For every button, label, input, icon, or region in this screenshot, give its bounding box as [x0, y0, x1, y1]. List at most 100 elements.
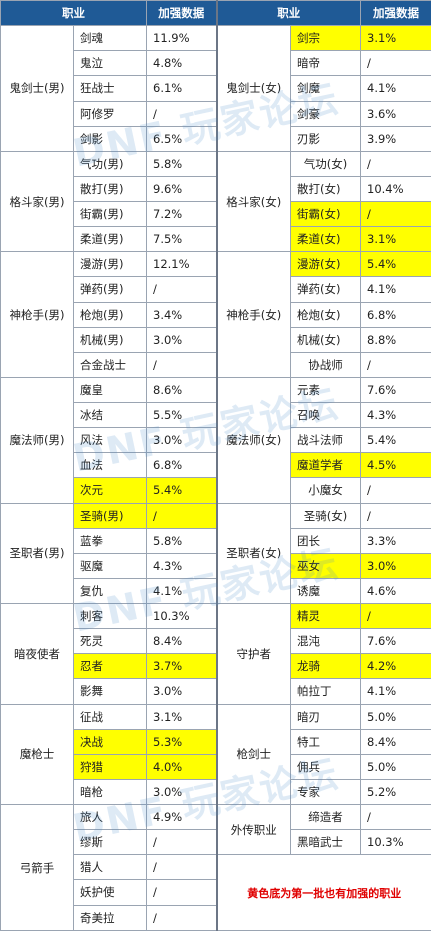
- enhance-value: 3.1%: [360, 25, 431, 52]
- enhance-value: 8.4%: [360, 728, 431, 755]
- job-name: 召唤: [290, 401, 361, 429]
- job-name: 魔皇: [73, 376, 147, 404]
- enhance-value: 4.5%: [360, 452, 431, 479]
- job-name: 复仇: [73, 577, 147, 605]
- job-name: 暗刃: [290, 703, 361, 730]
- job-name: 枪炮(男): [73, 301, 147, 328]
- enhance-value: 5.4%: [146, 477, 217, 504]
- job-name: 影舞: [73, 678, 147, 705]
- enhance-value: 7.2%: [146, 200, 217, 228]
- job-name: 柔道(男): [73, 226, 147, 253]
- job-name: 团长: [290, 527, 361, 554]
- job-name: 街霸(男): [73, 200, 147, 228]
- job-name: 暗枪: [73, 778, 147, 806]
- table-row: 合金战士 / 协战师 /: [1, 351, 431, 378]
- job-name: 合金战士: [73, 351, 147, 378]
- table-row: 机械(男) 3.0% 机械(女) 8.8%: [1, 326, 431, 353]
- enhance-value: 8.8%: [360, 326, 431, 353]
- job-name: 机械(女): [290, 326, 361, 353]
- enhance-value: /: [146, 904, 217, 931]
- job-name: 黑暗武士: [290, 829, 361, 856]
- job-name: 气功(男): [73, 150, 147, 177]
- job-name: 圣骑(女): [290, 502, 361, 529]
- job-class-label: 神枪手(男): [0, 251, 74, 378]
- enhance-value: 8.4%: [146, 628, 217, 655]
- job-name: 狩猎: [73, 753, 147, 780]
- enhance-value: 5.3%: [146, 728, 217, 755]
- job-name: 帕拉丁: [290, 678, 361, 705]
- table-row: 枪炮(男) 3.4% 枪炮(女) 6.8%: [1, 301, 431, 328]
- enhance-value: 12.1%: [146, 251, 217, 278]
- enhance-value: 10.4%: [360, 175, 431, 203]
- enhance-value: 4.1%: [360, 276, 431, 303]
- table-row: 次元 5.4% 小魔女 /: [1, 477, 431, 504]
- job-name: 驱魔: [73, 552, 147, 579]
- table-row: 血法 6.8% 魔道学者 4.5%: [1, 452, 431, 479]
- enhance-value: 6.8%: [146, 452, 217, 479]
- job-name: 猎人: [73, 854, 147, 881]
- enhance-value: 3.1%: [360, 226, 431, 253]
- enhance-value: /: [146, 854, 217, 881]
- job-class-label: 鬼剑士(女): [215, 25, 291, 152]
- job-name: 战斗法师: [290, 427, 361, 454]
- table-row: 狩猎 4.0% 佣兵 5.0%: [1, 753, 431, 780]
- job-class-label: 魔枪士: [0, 703, 74, 805]
- job-name: 柔道(女): [290, 226, 361, 253]
- enhance-value: 4.2%: [360, 653, 431, 680]
- table-row: 魔枪士 征战 3.1% 枪剑士 暗刃 5.0%: [0, 703, 431, 805]
- table-row: 决战 5.3% 特工 8.4%: [1, 728, 431, 755]
- enhance-value: 7.5%: [146, 226, 217, 253]
- job-name: 狂战士: [73, 75, 147, 102]
- job-name: 征战: [73, 703, 147, 730]
- enhance-value: 4.3%: [146, 552, 217, 579]
- job-name: 次元: [73, 477, 147, 504]
- job-name: 特工: [290, 728, 361, 755]
- table-row: 死灵 8.4% 混沌 7.6%: [1, 628, 431, 655]
- enhance-value: 9.6%: [146, 175, 217, 203]
- job-name: 弹药(女): [290, 276, 361, 303]
- table-row: 妖护使 /: [1, 879, 431, 906]
- table-row: 散打(男) 9.6% 散打(女) 10.4%: [1, 175, 431, 203]
- header-job: 职业: [215, 0, 361, 27]
- enhance-value: 5.4%: [360, 251, 431, 278]
- enhance-value: /: [146, 351, 217, 378]
- enhance-value: 3.0%: [146, 678, 217, 705]
- job-name: 漫游(女): [290, 251, 361, 278]
- job-class-label: 圣职者(男): [0, 502, 74, 604]
- job-name: 元素: [290, 376, 361, 404]
- job-name: 妖护使: [73, 879, 147, 906]
- enhance-value: 10.3%: [146, 602, 217, 630]
- table-row: 圣职者(男) 圣骑(男) / 圣职者(女) 圣骑(女) /: [0, 502, 431, 604]
- job-name: 奇美拉: [73, 904, 147, 931]
- header-job: 职业: [0, 0, 147, 27]
- job-name: 散打(男): [73, 175, 147, 203]
- job-name: 魔道学者: [290, 452, 361, 479]
- job-class-label: 枪剑士: [215, 703, 291, 805]
- job-class-label: 守护者: [215, 603, 291, 705]
- job-name: 剑宗: [290, 25, 361, 52]
- enhance-value: 5.0%: [360, 753, 431, 780]
- job-name: 剑豪: [290, 100, 361, 127]
- job-name: 弹药(男): [73, 276, 147, 303]
- enhance-value: 3.0%: [146, 427, 217, 454]
- table-row: 驱魔 4.3% 巫女 3.0%: [1, 552, 431, 579]
- job-name: 专家: [290, 778, 361, 806]
- job-name: 血法: [73, 452, 147, 479]
- enhance-value: 3.7%: [146, 653, 217, 680]
- enhance-value: 4.0%: [146, 753, 217, 780]
- enhance-value: /: [146, 879, 217, 906]
- job-name: 漫游(男): [73, 251, 147, 278]
- enhance-value: 3.4%: [146, 301, 217, 328]
- enhance-value: 5.4%: [360, 427, 431, 454]
- job-class-label: 魔法师(男): [0, 376, 74, 504]
- enhance-value: 5.2%: [360, 778, 431, 806]
- table-row: 鬼剑士(男) 剑魂 11.9% 鬼剑士(女) 剑宗 3.1%: [0, 25, 431, 152]
- job-name: 阿修罗: [73, 100, 147, 127]
- enhance-value: 7.6%: [360, 628, 431, 655]
- job-name: 协战师: [290, 351, 361, 378]
- enhance-value: /: [146, 100, 217, 127]
- job-name: 蓝拳: [73, 527, 147, 554]
- enhance-value: /: [360, 351, 431, 378]
- job-class-label: 魔法师(女): [215, 376, 291, 504]
